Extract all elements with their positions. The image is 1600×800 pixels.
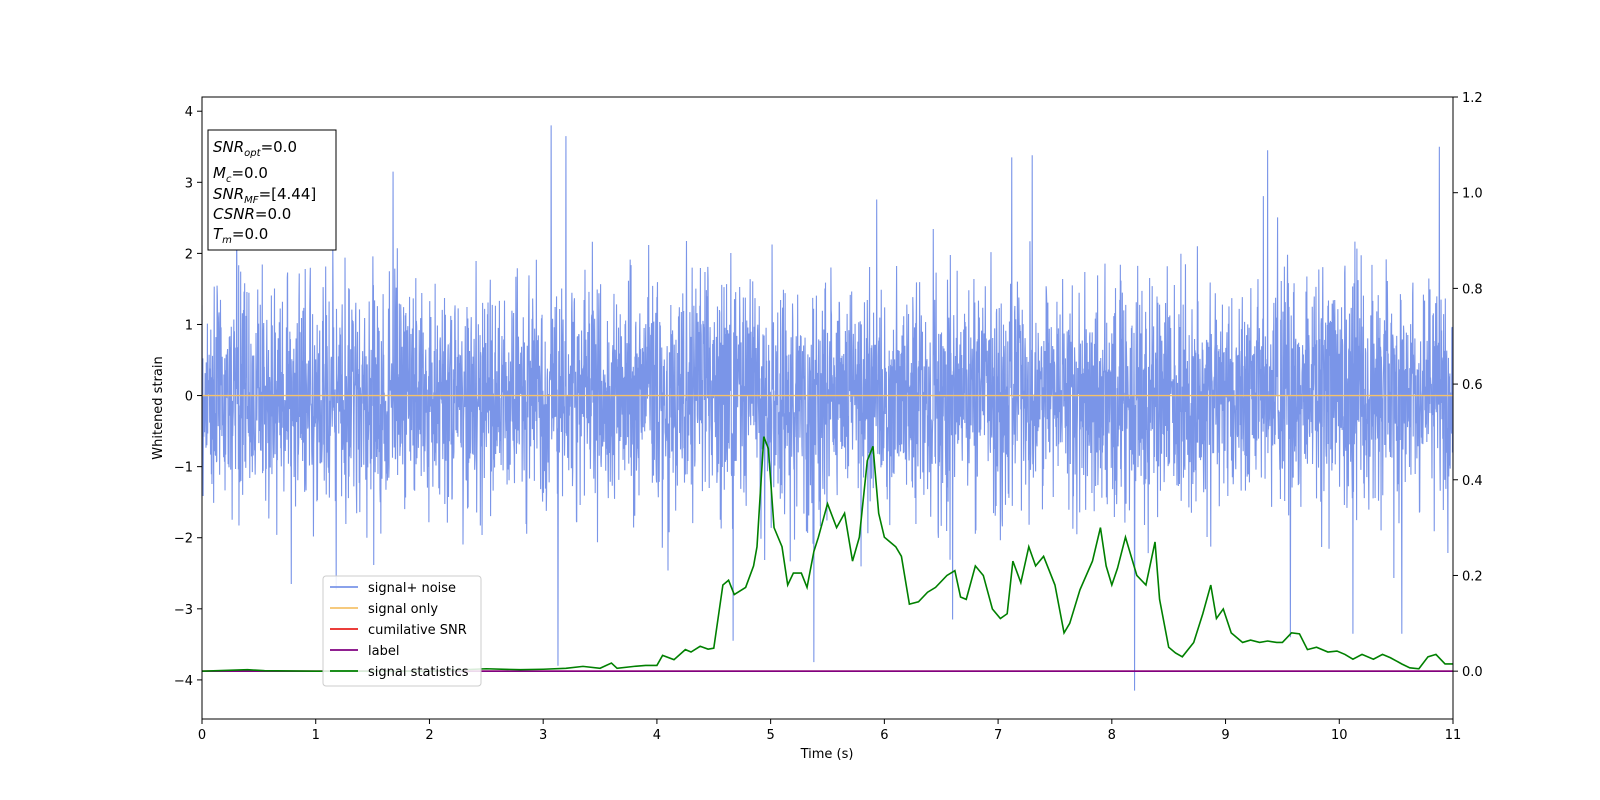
legend: signal+ noise signal only cumilative SNR la… xyxy=(322,575,482,687)
series-signal-statistics-line xyxy=(202,436,1453,672)
annotation-snr-mf: SNRMF=[4.44] xyxy=(213,185,316,206)
y2-tick-label: 0.0 xyxy=(1462,665,1483,680)
x-tick-label: 8 xyxy=(1108,728,1116,743)
x-tick-label: 7 xyxy=(994,728,1002,743)
metrics-annotation: SNRopt=0.0 Mc=0.0 SNRMF=[4.44] CSNR=0.0 … xyxy=(207,129,337,251)
series-signal-noise-line xyxy=(202,125,1453,691)
y2-tick-label: 0.8 xyxy=(1462,282,1483,297)
x-tick-label: 6 xyxy=(880,728,888,743)
annotation-csnr: CSNR=0.0 xyxy=(213,205,291,223)
y-axis-title: Whitened strain xyxy=(151,356,166,459)
x-tick-label: 5 xyxy=(766,728,774,743)
x-tick-label: 1 xyxy=(312,728,320,743)
y2-tick-label: 0.6 xyxy=(1462,378,1483,393)
x-tick-label: 4 xyxy=(653,728,661,743)
y2-tick-label: 1.2 xyxy=(1462,91,1483,106)
y-tick-label: 0 xyxy=(185,390,193,405)
y-tick-label: −2 xyxy=(174,532,193,547)
legend-label-text: signal statistics xyxy=(368,665,469,680)
y-tick-label: 4 xyxy=(185,105,193,120)
plot-frame xyxy=(201,96,1454,720)
legend-signal-only: signal only xyxy=(330,602,438,617)
legend-label-text: cumilative SNR xyxy=(368,623,467,638)
x-tick-label: 10 xyxy=(1331,728,1348,743)
y2-tick-label: 0.4 xyxy=(1462,474,1483,489)
x-tick-label: 9 xyxy=(1221,728,1229,743)
legend-label-text: signal+ noise xyxy=(368,581,456,596)
legend-cumulative-snr: cumilative SNR xyxy=(330,623,467,638)
y-tick-label: −3 xyxy=(174,603,193,618)
y-tick-label: 3 xyxy=(185,176,193,191)
y2-tick-label: 0.2 xyxy=(1462,569,1483,584)
y-tick-label: −4 xyxy=(174,674,193,689)
legend-box xyxy=(322,575,482,687)
y-tick-label: 1 xyxy=(185,318,193,333)
annotation-snr-opt: SNRopt=0.0 xyxy=(213,138,297,159)
x-tick-label: 0 xyxy=(198,728,206,743)
legend-signal-noise: signal+ noise xyxy=(330,581,456,596)
legend-label-text: signal only xyxy=(368,602,438,617)
x-tick-label: 11 xyxy=(1445,728,1462,743)
x-tick-label: 2 xyxy=(425,728,433,743)
y2-tick-label: 1.0 xyxy=(1462,187,1483,202)
y-tick-label: 2 xyxy=(185,247,193,262)
x-axis-title: Time (s) xyxy=(800,747,854,762)
x-tick-label: 3 xyxy=(539,728,547,743)
legend-label-text: label xyxy=(368,644,399,659)
annotation-box xyxy=(207,129,337,251)
annotation-tm: Tm=0.0 xyxy=(213,225,268,246)
annotation-mc: Mc=0.0 xyxy=(213,164,268,185)
axes: 0 1 2 3 4 5 6 7 8 9 10 11 −4 −3 −2 −1 0 1 2 3 4 0.0 0.2 0.4 0.6 0… xyxy=(174,91,1483,743)
legend-signal-statistics: signal statistics xyxy=(330,665,469,680)
legend-label: label xyxy=(330,644,399,659)
y-tick-label: −1 xyxy=(174,461,193,476)
